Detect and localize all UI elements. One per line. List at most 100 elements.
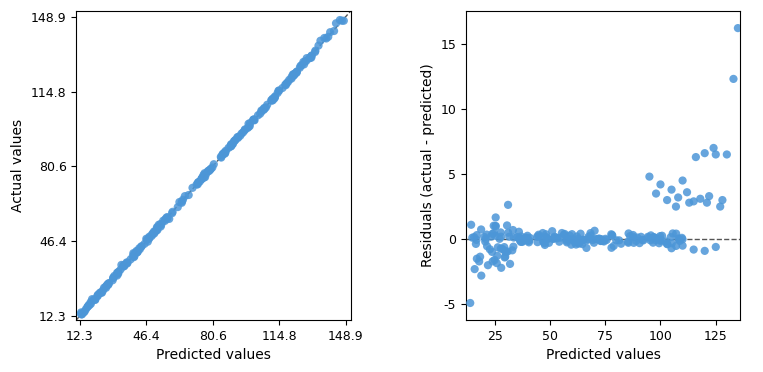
Point [92,293,104,299]
Point [288,73,300,78]
Point [239,127,251,133]
Point [134,246,146,252]
Point [515,234,527,240]
Point [464,300,476,306]
Point [555,235,567,241]
Point [227,141,239,147]
Point [279,82,291,88]
Point [121,260,134,266]
Point [159,216,172,222]
Point [645,232,657,238]
Point [655,237,667,243]
Point [83,302,95,308]
Point [703,193,715,199]
Point [86,296,98,302]
Point [499,248,511,254]
Point [140,237,153,243]
Point [242,125,254,131]
Point [269,96,281,102]
Point [173,199,185,205]
Point [161,216,173,222]
Point [665,240,678,246]
Point [627,234,639,240]
Point [151,224,163,230]
Point [288,73,300,78]
Point [149,229,161,235]
Point [291,69,303,75]
Point [301,55,313,61]
Point [506,247,518,253]
Point [546,228,559,234]
Point [595,238,607,244]
Point [576,241,588,247]
Point [258,107,270,113]
Point [225,143,237,149]
Point [108,273,121,279]
Point [85,299,97,305]
Point [587,237,599,243]
Point [256,109,268,115]
Point [475,227,488,232]
Point [196,175,208,181]
Point [513,235,526,241]
Point [636,237,649,243]
Point [300,58,312,64]
Point [114,267,127,273]
Point [248,116,260,122]
Point [203,168,215,174]
Point [282,79,294,85]
Point [555,230,568,236]
Point [248,117,260,123]
Point [677,177,689,183]
Point [637,237,649,243]
Point [140,236,153,242]
Point [642,235,655,241]
Point [276,85,288,91]
Point [541,236,553,242]
Point [76,311,88,317]
Point [288,71,300,77]
Point [486,231,498,237]
Point [107,277,119,283]
Point [287,71,299,77]
Point [581,236,594,242]
Point [243,124,255,130]
Point [127,254,140,260]
Point [150,228,163,234]
Point [272,90,284,96]
Point [298,59,310,65]
Point [576,237,588,243]
Point [495,234,507,240]
Point [225,141,237,147]
Point [258,105,270,111]
Point [478,234,491,240]
Point [225,144,237,150]
Point [593,235,605,241]
Point [266,97,278,103]
Point [99,284,111,290]
Point [201,169,214,174]
Point [491,253,504,259]
Point [627,232,639,238]
Point [520,235,533,241]
Point [291,69,303,75]
Point [231,134,243,140]
Point [661,241,673,247]
Point [607,243,620,249]
Point [694,196,707,202]
Point [572,240,584,246]
Point [523,239,535,245]
Point [570,241,582,247]
Point [97,287,109,293]
Point [727,76,739,82]
Point [291,70,303,76]
Point [576,237,588,243]
Point [520,235,532,241]
Point [600,236,612,242]
Point [655,182,667,187]
Point [102,282,114,288]
Point [92,293,104,299]
Point [699,248,711,254]
Point [716,197,729,203]
Point [662,241,674,247]
